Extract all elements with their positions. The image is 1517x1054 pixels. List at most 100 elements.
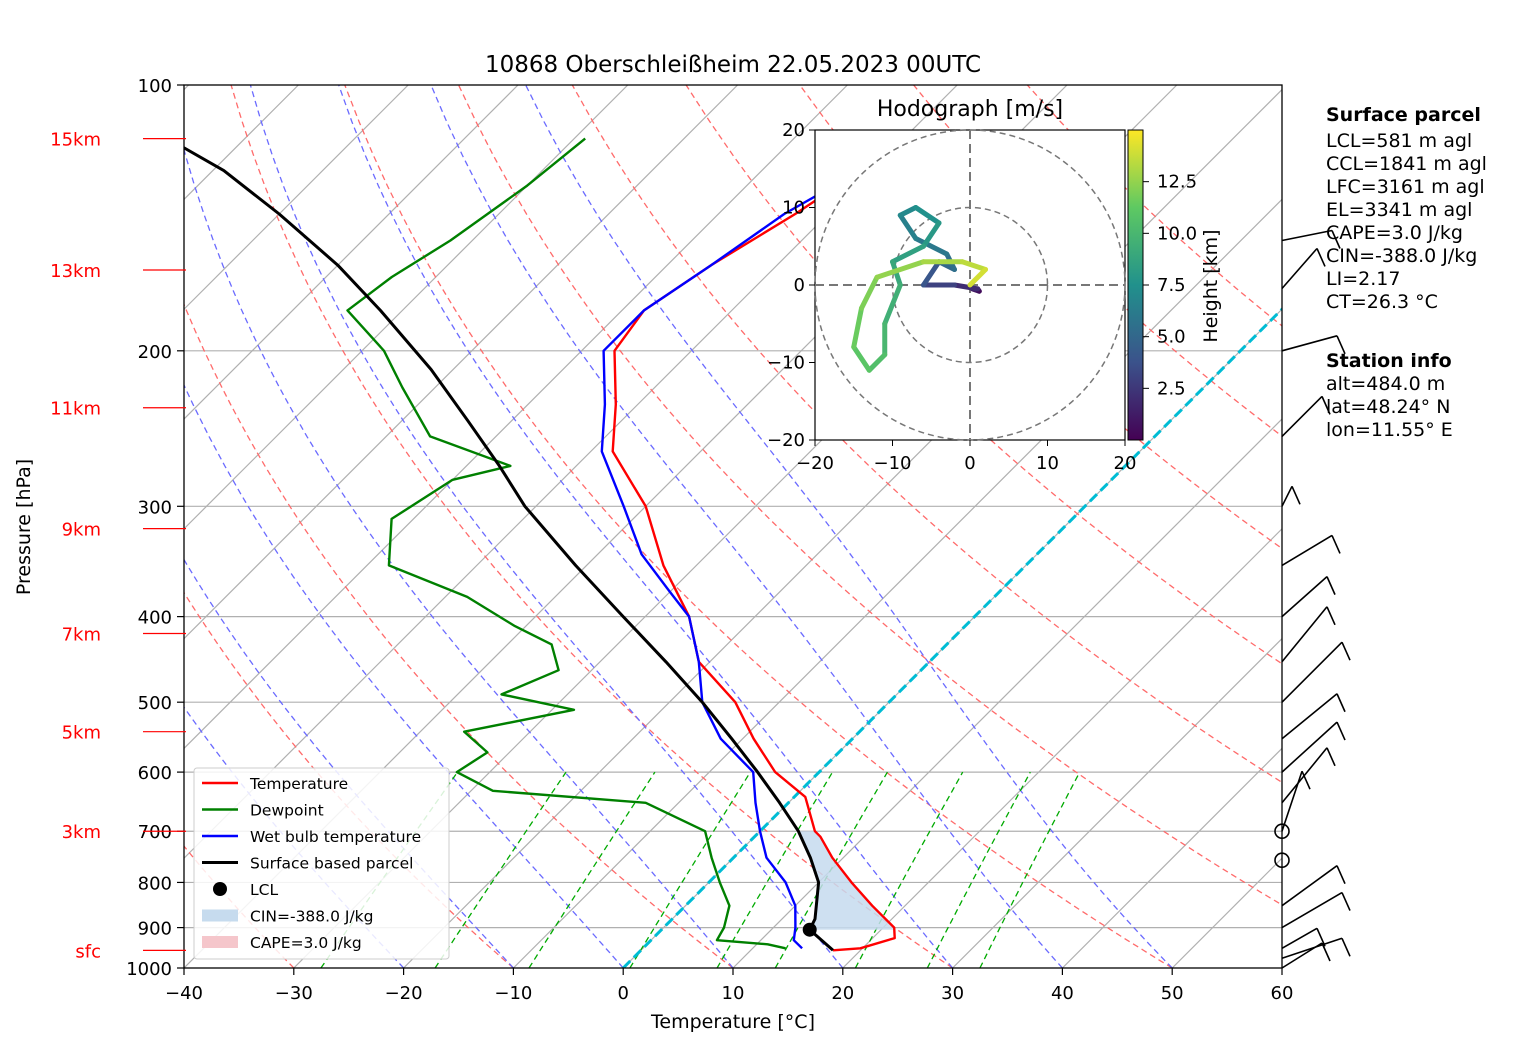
- hodo-x-tick-label: 10: [1036, 453, 1059, 474]
- colorbar: [1127, 129, 1144, 441]
- wind-barb-flag: [1336, 721, 1346, 741]
- height-label: 9km: [62, 520, 101, 541]
- station-info-line: lat=48.24° N: [1326, 396, 1450, 418]
- chart-title: 10868 Oberschleißheim 22.05.2023 00UTC: [485, 52, 981, 78]
- y-tick-label: 400: [138, 608, 172, 629]
- wind-barb-flag: [1316, 248, 1326, 267]
- hodograph-segment: [890, 243, 926, 265]
- hodograph-segment: [874, 259, 926, 280]
- hodograph-segment: [851, 344, 872, 373]
- wind-barb: [1281, 247, 1318, 290]
- y-tick-label: 800: [138, 873, 172, 894]
- legend-label: Wet bulb temperature: [250, 828, 421, 846]
- wind-barb: [1281, 606, 1328, 663]
- wind-barb: [1281, 865, 1338, 907]
- y-tick-label: 500: [138, 693, 172, 714]
- mixing-ratio-line: [528, 771, 656, 968]
- y-tick-label: 700: [138, 822, 172, 843]
- wind-barb-flag: [1326, 747, 1336, 767]
- hodo-x-tick-label: −20: [796, 453, 834, 474]
- y-tick-label: 900: [138, 919, 172, 940]
- x-tick-label: 20: [831, 983, 854, 1004]
- surface-parcel-header: Surface parcel: [1326, 104, 1481, 126]
- station-info-line: lon=11.55° E: [1326, 419, 1453, 441]
- hodo-y-tick-label: 20: [782, 120, 805, 141]
- wind-barb: [1281, 721, 1338, 773]
- wind-barb: [1281, 747, 1328, 804]
- wind-barb-flag: [1341, 641, 1351, 661]
- mixing-ratio-line: [979, 771, 1081, 968]
- wind-barb: [1281, 937, 1343, 960]
- mixing-ratio-line: [629, 771, 751, 968]
- colorbar-label: Height [km]: [1200, 229, 1222, 342]
- isotherm-line: [184, 85, 848, 750]
- legend-swatch: [213, 882, 227, 896]
- wind-barb: [1281, 770, 1303, 832]
- hodograph-segment: [851, 305, 864, 350]
- y-tick-label: 600: [138, 763, 172, 784]
- mixing-ratio-line: [854, 771, 964, 968]
- station-info-header: Station info: [1326, 350, 1452, 372]
- hodo-y-tick-label: −10: [767, 353, 805, 374]
- chart-legend: Temperature Dewpoint Wet bulb temperature S…: [193, 767, 450, 960]
- wind-barb-flag: [1336, 865, 1346, 885]
- legend-swatch: [202, 909, 238, 922]
- wind-barb: [1281, 641, 1343, 703]
- hodograph-segment: [921, 220, 942, 249]
- station-info-line: alt=484.0 m: [1326, 373, 1445, 395]
- hodograph-segment: [952, 282, 981, 292]
- surface-parcel-line: CCL=1841 m agl: [1326, 153, 1487, 175]
- wind-barb-flag: [1331, 230, 1341, 249]
- isotherm-line: [184, 85, 409, 311]
- moist-adiabat-line: [430, 85, 1063, 968]
- x-tick-label: 30: [941, 983, 964, 1004]
- zero-isotherm-line: [622, 307, 1282, 968]
- wind-barb-flag: [1316, 928, 1326, 947]
- wind-barb: [1281, 395, 1323, 437]
- hodograph-segment: [882, 282, 903, 327]
- y-axis-label: Pressure [hPa]: [13, 459, 35, 595]
- wind-barb-flag: [1341, 937, 1351, 957]
- calm-wind-marker: [1274, 823, 1290, 840]
- series-dewpoint: [346, 137, 786, 950]
- wind-barb-flag: [1326, 576, 1336, 595]
- isotherm-line: [512, 198, 1282, 968]
- hodograph-segment: [897, 212, 919, 241]
- hodograph-inset: Hodograph [m/s] −20−20 −10 −10 0 0 10 10 20 20 2.5…: [767, 97, 1222, 474]
- series-wet-bulb-temperature: [600, 137, 905, 950]
- moist-adiabat-line: [338, 85, 954, 968]
- isotherm-line: [842, 527, 1282, 968]
- dry-adiabat-line: [458, 85, 1282, 906]
- y-tick-label: 1000: [126, 959, 172, 980]
- wind-barb-flag: [1326, 606, 1336, 626]
- wind-barb-flag: [1291, 485, 1301, 505]
- x-axis-label: Temperature [°C]: [650, 1011, 815, 1033]
- dry-adiabat-line: [344, 85, 1173, 968]
- mixing-ratio-line: [774, 771, 888, 968]
- moist-adiabat-line: [184, 147, 734, 968]
- wind-barb-flag: [1321, 942, 1331, 962]
- mixing-ratio-line: [926, 771, 1031, 968]
- wind-barb: [1281, 927, 1318, 950]
- hodograph-segment: [913, 236, 950, 257]
- hodograph-title: Hodograph [m/s]: [877, 97, 1063, 122]
- height-label: 13km: [50, 261, 101, 282]
- wind-barb: [1281, 229, 1333, 242]
- hodograph-segment: [897, 205, 919, 218]
- wind-barb-flag: [1331, 535, 1341, 554]
- hodo-y-tick-label: −20: [767, 430, 805, 451]
- height-label: 7km: [62, 624, 101, 645]
- colorbar-tick-label: 12.5: [1157, 172, 1197, 193]
- legend-label: Surface based parcel: [250, 855, 413, 873]
- legend-label: LCL: [250, 881, 278, 899]
- isotherm-line: [184, 85, 519, 420]
- hodograph-segment: [913, 205, 942, 226]
- x-tick-label: 0: [617, 983, 628, 1004]
- wind-barb-flag: [1336, 693, 1346, 713]
- hodograph-segment: [921, 259, 942, 288]
- legend-label: Temperature: [249, 775, 348, 793]
- x-tick-label: 10: [722, 983, 745, 1004]
- wind-barb-flag: [1301, 770, 1311, 790]
